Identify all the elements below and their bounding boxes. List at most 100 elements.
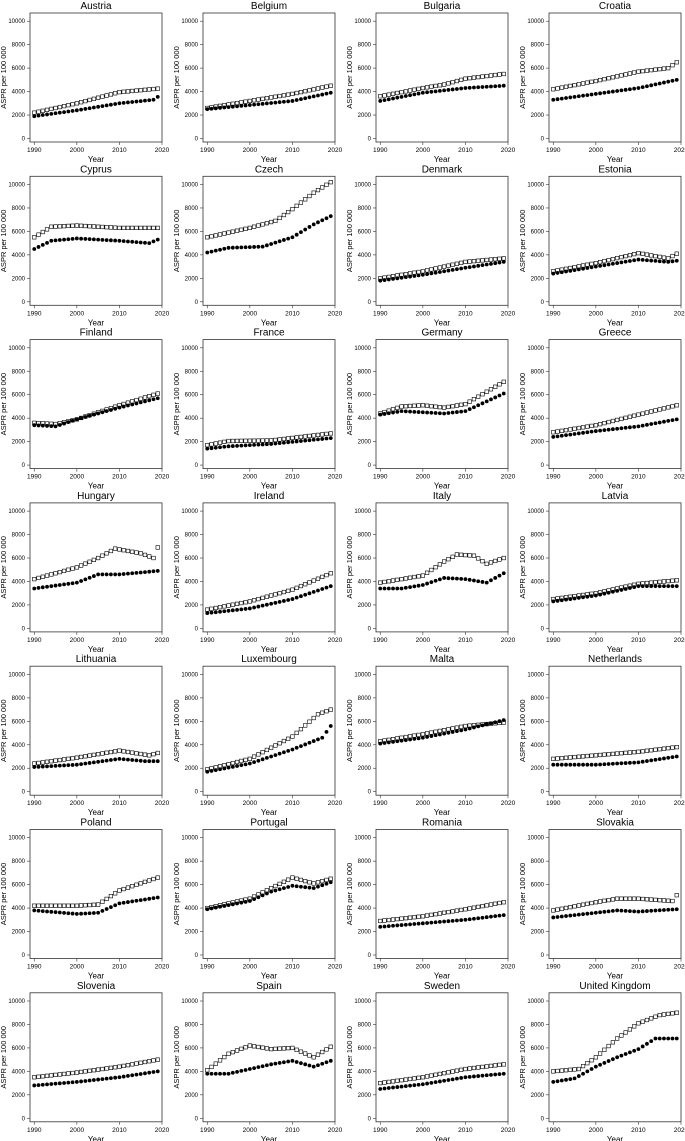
open-square-point (286, 436, 291, 441)
filled-circle-point (113, 1075, 118, 1080)
open-square-point (670, 1011, 675, 1016)
x-axis-label: Year (434, 808, 451, 817)
y-tick-label: 8000 (358, 369, 372, 375)
filled-circle-point (53, 910, 58, 915)
open-square-point (49, 1073, 54, 1078)
filled-circle-point (576, 1074, 581, 1078)
open-square-point (281, 738, 287, 744)
filled-circle-point (399, 1084, 404, 1089)
filled-circle-point (155, 94, 160, 99)
open-square-point (390, 917, 396, 922)
filled-circle-point (324, 881, 329, 886)
filled-circle-point (568, 432, 573, 437)
open-square-point (91, 1068, 96, 1073)
filled-circle-point (391, 410, 395, 415)
open-square-point (260, 595, 265, 600)
filled-circle-point (104, 907, 109, 911)
filled-circle-point (239, 443, 244, 448)
y-tick-label: 8000 (358, 696, 372, 702)
x-tick-label: 2020 (328, 964, 343, 971)
y-tick-label: 2000 (12, 1093, 26, 1099)
filled-circle-point (143, 98, 147, 103)
open-square-point (44, 1073, 50, 1078)
open-square-point (471, 1065, 477, 1071)
filled-circle-point (79, 579, 83, 583)
filled-circle-point (40, 243, 45, 247)
filled-circle-point (311, 1064, 316, 1069)
open-square-point (155, 1057, 160, 1062)
filled-circle-point (62, 582, 66, 587)
open-square-point (40, 229, 45, 235)
filled-circle-point (83, 761, 88, 766)
open-square-point (113, 1065, 118, 1070)
open-square-point (568, 905, 573, 910)
open-square-point (324, 431, 329, 437)
open-square-point (467, 553, 472, 558)
filled-circle-point (40, 585, 45, 590)
open-square-point (454, 552, 460, 557)
filled-circle-point (74, 912, 79, 916)
filled-circle-point (429, 734, 434, 738)
y-axis-label: ASPR per 100 000 (0, 699, 8, 762)
y-axis-label: ASPR per 100 000 (172, 373, 181, 436)
filled-circle-point (395, 586, 400, 591)
filled-circle-point (235, 607, 239, 612)
open-square-point (606, 752, 611, 757)
open-square-point (311, 433, 316, 438)
filled-circle-point (83, 911, 88, 916)
open-square-point (70, 566, 75, 571)
y-axis-label: ASPR per 100 000 (518, 210, 527, 273)
x-tick-label: 2000 (243, 147, 258, 154)
filled-circle-point (226, 444, 231, 449)
y-tick-label: 2000 (185, 930, 199, 936)
y-tick-label: 2000 (185, 603, 199, 609)
filled-circle-point (117, 405, 122, 410)
open-square-point (222, 231, 227, 236)
open-square-point (437, 1071, 442, 1077)
open-square-point (281, 93, 287, 98)
filled-circle-point (674, 754, 679, 759)
filled-circle-point (551, 599, 556, 604)
filled-circle-point (645, 258, 649, 263)
filled-circle-point (100, 1077, 105, 1082)
filled-circle-point (399, 275, 404, 280)
y-tick-label: 0 (368, 790, 372, 796)
x-axis-label: Year (261, 972, 278, 981)
open-square-point (480, 74, 485, 79)
open-square-point (606, 76, 611, 81)
filled-circle-point (572, 913, 577, 918)
open-square-point (44, 107, 50, 112)
filled-circle-point (260, 1064, 265, 1069)
open-square-point (657, 747, 662, 752)
filled-circle-point (480, 1073, 485, 1078)
open-square-point (234, 1048, 240, 1053)
panel-frame (202, 339, 336, 470)
filled-circle-point (568, 913, 573, 918)
open-square-point (640, 251, 645, 256)
open-square-point (40, 1074, 45, 1079)
filled-circle-point (104, 409, 109, 414)
open-square-point (424, 913, 430, 918)
filled-circle-point (74, 762, 79, 767)
open-square-point (632, 413, 637, 418)
open-square-point (286, 1046, 291, 1051)
filled-circle-point (446, 88, 451, 92)
open-square-point (480, 258, 485, 263)
open-square-point (597, 259, 603, 265)
filled-circle-point (138, 240, 143, 245)
filled-circle-point (576, 595, 581, 600)
filled-circle-point (264, 891, 269, 896)
filled-circle-point (53, 424, 58, 429)
open-square-point (281, 436, 287, 442)
filled-circle-point (412, 584, 417, 589)
x-tick-label: 2020 (155, 964, 170, 971)
filled-circle-point (628, 87, 632, 92)
filled-circle-point (670, 907, 675, 912)
y-tick-label: 8000 (12, 533, 26, 539)
open-square-point (446, 557, 451, 562)
open-square-point (298, 1049, 304, 1054)
filled-circle-point (472, 1074, 476, 1079)
filled-circle-point (657, 584, 662, 589)
